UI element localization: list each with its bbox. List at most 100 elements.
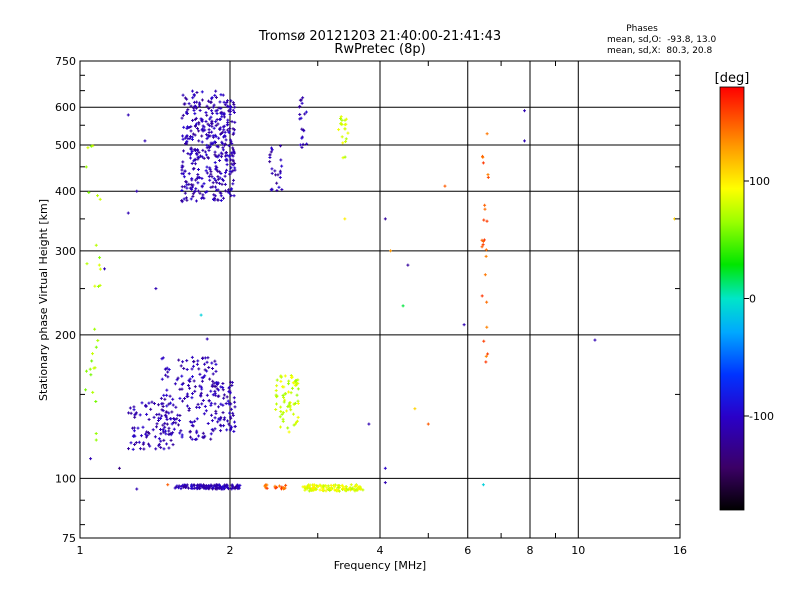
data-point [198, 384, 202, 388]
data-point [228, 112, 232, 116]
data-point [193, 389, 197, 393]
data-point [200, 176, 204, 180]
y-tick-label: 200 [55, 329, 76, 342]
data-point [190, 485, 194, 489]
data-point [302, 129, 306, 133]
data-point [194, 116, 198, 120]
data-point [268, 160, 272, 164]
data-point [183, 484, 187, 488]
data-point [222, 424, 226, 428]
data-point [193, 486, 197, 490]
data-point [211, 485, 215, 489]
data-point [217, 483, 221, 487]
x-tick-label: 1 [77, 544, 84, 557]
data-point [232, 128, 236, 132]
data-point [172, 421, 176, 425]
data-point [383, 481, 387, 485]
data-point [209, 115, 213, 119]
data-point [298, 143, 302, 147]
data-point [270, 167, 274, 171]
data-point [133, 413, 137, 417]
data-point [186, 137, 190, 141]
data-point [165, 410, 169, 414]
data-point [179, 429, 183, 433]
data-point [301, 485, 305, 489]
data-point [93, 327, 97, 331]
data-point [324, 489, 328, 493]
data-point [279, 379, 283, 383]
data-point [229, 99, 233, 103]
data-point [205, 360, 209, 364]
data-point [155, 422, 159, 426]
data-point [147, 417, 151, 421]
data-point [207, 487, 211, 491]
data-point [269, 146, 273, 150]
data-point [335, 487, 339, 491]
data-point [219, 402, 223, 406]
data-point [211, 134, 215, 138]
data-point [157, 437, 161, 441]
data-point [222, 393, 226, 397]
data-point [177, 358, 181, 362]
data-point [138, 447, 142, 451]
data-point [210, 119, 214, 123]
x-tick-label: 16 [673, 544, 687, 557]
data-point [219, 155, 223, 159]
data-point [200, 184, 204, 188]
data-point [197, 486, 201, 490]
data-point [413, 407, 417, 411]
data-point [211, 181, 215, 185]
data-point [225, 486, 229, 490]
data-point [213, 427, 217, 431]
data-point [328, 489, 332, 493]
data-point [210, 484, 214, 488]
data-point [280, 412, 284, 416]
data-point [167, 402, 171, 406]
data-point [383, 466, 387, 470]
data-point [353, 484, 357, 488]
data-point [94, 243, 98, 247]
data-point [213, 389, 217, 393]
data-point [207, 399, 211, 403]
data-point [135, 487, 139, 491]
data-point [96, 339, 100, 343]
data-point [191, 118, 195, 122]
data-point [200, 140, 204, 144]
x-tick-label: 10 [571, 544, 585, 557]
data-point [238, 483, 242, 487]
chart-subtitle: RwPretec (8p) [334, 42, 425, 57]
data-point [182, 175, 186, 179]
data-point [211, 185, 215, 189]
data-point [275, 384, 279, 388]
data-point [167, 426, 171, 430]
data-point [228, 127, 232, 131]
data-point [180, 116, 184, 120]
data-point [181, 360, 185, 364]
data-point [330, 487, 334, 491]
data-point [190, 149, 194, 153]
data-point [214, 124, 218, 128]
data-point [203, 368, 207, 372]
data-point [218, 423, 222, 427]
data-point [231, 132, 235, 136]
data-point [230, 483, 234, 487]
x-tick-label: 4 [377, 544, 384, 557]
data-point [138, 413, 142, 417]
data-point [87, 191, 91, 195]
data-point [195, 405, 199, 409]
data-point [169, 417, 173, 421]
data-point [233, 105, 237, 109]
data-point [200, 155, 204, 159]
data-point [214, 109, 218, 113]
data-point [85, 262, 89, 266]
data-point [182, 197, 186, 201]
data-point [190, 437, 194, 441]
data-point [216, 175, 220, 179]
data-point [174, 405, 178, 409]
data-point [229, 407, 233, 411]
data-point [229, 416, 233, 420]
data-point [91, 390, 95, 394]
data-point [205, 337, 209, 341]
data-point [204, 111, 208, 115]
data-point [171, 431, 175, 435]
